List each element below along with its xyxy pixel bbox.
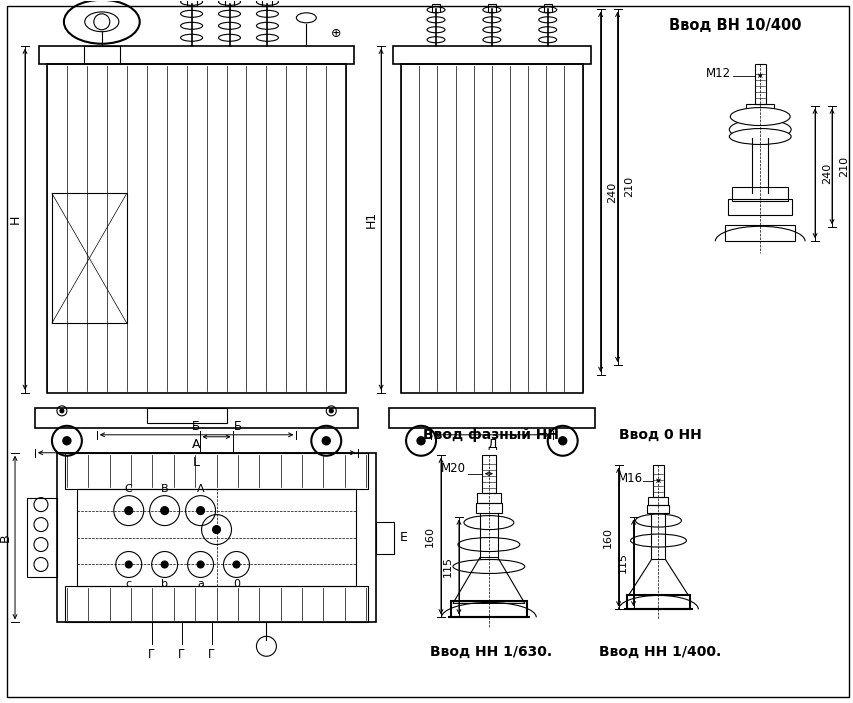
Text: H: H <box>9 214 21 224</box>
Text: 160: 160 <box>602 527 612 548</box>
Bar <box>77 489 356 586</box>
Bar <box>487 4 496 12</box>
Bar <box>450 601 526 617</box>
Ellipse shape <box>457 538 519 552</box>
Text: B: B <box>160 484 168 494</box>
Text: Ввод НН 1/630.: Ввод НН 1/630. <box>429 645 551 659</box>
Bar <box>724 225 794 241</box>
Text: 115: 115 <box>617 553 627 574</box>
Bar <box>754 64 765 103</box>
Bar <box>481 455 496 493</box>
Bar <box>375 522 393 553</box>
Text: Г: Г <box>208 647 215 661</box>
Text: Г: Г <box>148 647 155 661</box>
Bar <box>389 408 594 428</box>
Bar <box>401 64 582 393</box>
Text: 210: 210 <box>624 176 634 198</box>
Text: 210: 210 <box>838 156 848 177</box>
Text: H1: H1 <box>364 211 377 228</box>
Text: 115: 115 <box>443 557 452 577</box>
Bar <box>746 103 774 120</box>
Bar <box>432 4 439 12</box>
Bar <box>647 496 668 505</box>
Ellipse shape <box>452 560 525 574</box>
Bar <box>57 453 375 622</box>
Bar <box>47 64 345 393</box>
Text: M20: M20 <box>440 462 465 475</box>
Bar <box>65 453 368 489</box>
Text: ⊕: ⊕ <box>331 27 341 40</box>
Text: 240: 240 <box>606 181 617 202</box>
Text: C: C <box>125 484 132 494</box>
Circle shape <box>125 507 132 515</box>
Bar <box>626 595 689 610</box>
Bar <box>392 46 590 64</box>
Bar <box>224 0 235 6</box>
Text: 0: 0 <box>233 579 240 589</box>
Circle shape <box>196 507 205 515</box>
Text: c: c <box>125 579 131 589</box>
Bar <box>39 46 354 64</box>
Text: Ввод ВН 10/400: Ввод ВН 10/400 <box>668 18 801 33</box>
Ellipse shape <box>463 515 514 529</box>
Text: M12: M12 <box>705 67 730 80</box>
Text: b: b <box>161 579 168 589</box>
Bar <box>147 408 226 423</box>
Circle shape <box>63 437 71 445</box>
Text: A: A <box>196 484 204 494</box>
Bar <box>653 465 664 496</box>
Text: Б: Б <box>233 420 241 433</box>
Text: B: B <box>0 534 12 542</box>
Text: Д: Д <box>486 438 496 451</box>
Text: 160: 160 <box>425 526 434 546</box>
Ellipse shape <box>729 108 789 126</box>
Text: Б: Б <box>191 420 200 433</box>
Bar <box>187 0 196 6</box>
Ellipse shape <box>728 120 790 139</box>
Circle shape <box>161 561 168 568</box>
Circle shape <box>558 437 566 445</box>
Text: M16: M16 <box>618 472 642 485</box>
Circle shape <box>125 561 132 568</box>
Bar <box>731 188 787 201</box>
Bar <box>647 505 669 512</box>
Circle shape <box>197 561 204 568</box>
Circle shape <box>233 561 240 568</box>
Text: Ввод 0 НН: Ввод 0 НН <box>618 428 701 441</box>
Bar <box>728 200 792 215</box>
Circle shape <box>212 526 220 534</box>
Circle shape <box>329 409 333 413</box>
Ellipse shape <box>635 514 681 527</box>
Bar <box>27 498 57 577</box>
Text: Ввод НН 1/400.: Ввод НН 1/400. <box>599 645 721 659</box>
Text: E: E <box>400 531 408 544</box>
Bar <box>65 586 368 622</box>
Circle shape <box>322 437 330 445</box>
Bar <box>35 408 357 428</box>
Circle shape <box>160 507 168 515</box>
Bar <box>543 4 551 12</box>
Text: A: A <box>192 438 200 451</box>
Bar <box>52 193 126 323</box>
Bar <box>475 503 502 512</box>
Text: 240: 240 <box>821 163 831 184</box>
Text: Г: Г <box>178 647 185 661</box>
Text: a: a <box>197 579 204 589</box>
Ellipse shape <box>728 129 790 145</box>
Bar <box>262 0 272 6</box>
Circle shape <box>416 437 425 445</box>
Text: L: L <box>193 456 200 469</box>
Bar <box>476 493 500 503</box>
Ellipse shape <box>630 534 686 547</box>
Circle shape <box>60 409 64 413</box>
Text: Ввод фазный НН: Ввод фазный НН <box>422 428 558 441</box>
